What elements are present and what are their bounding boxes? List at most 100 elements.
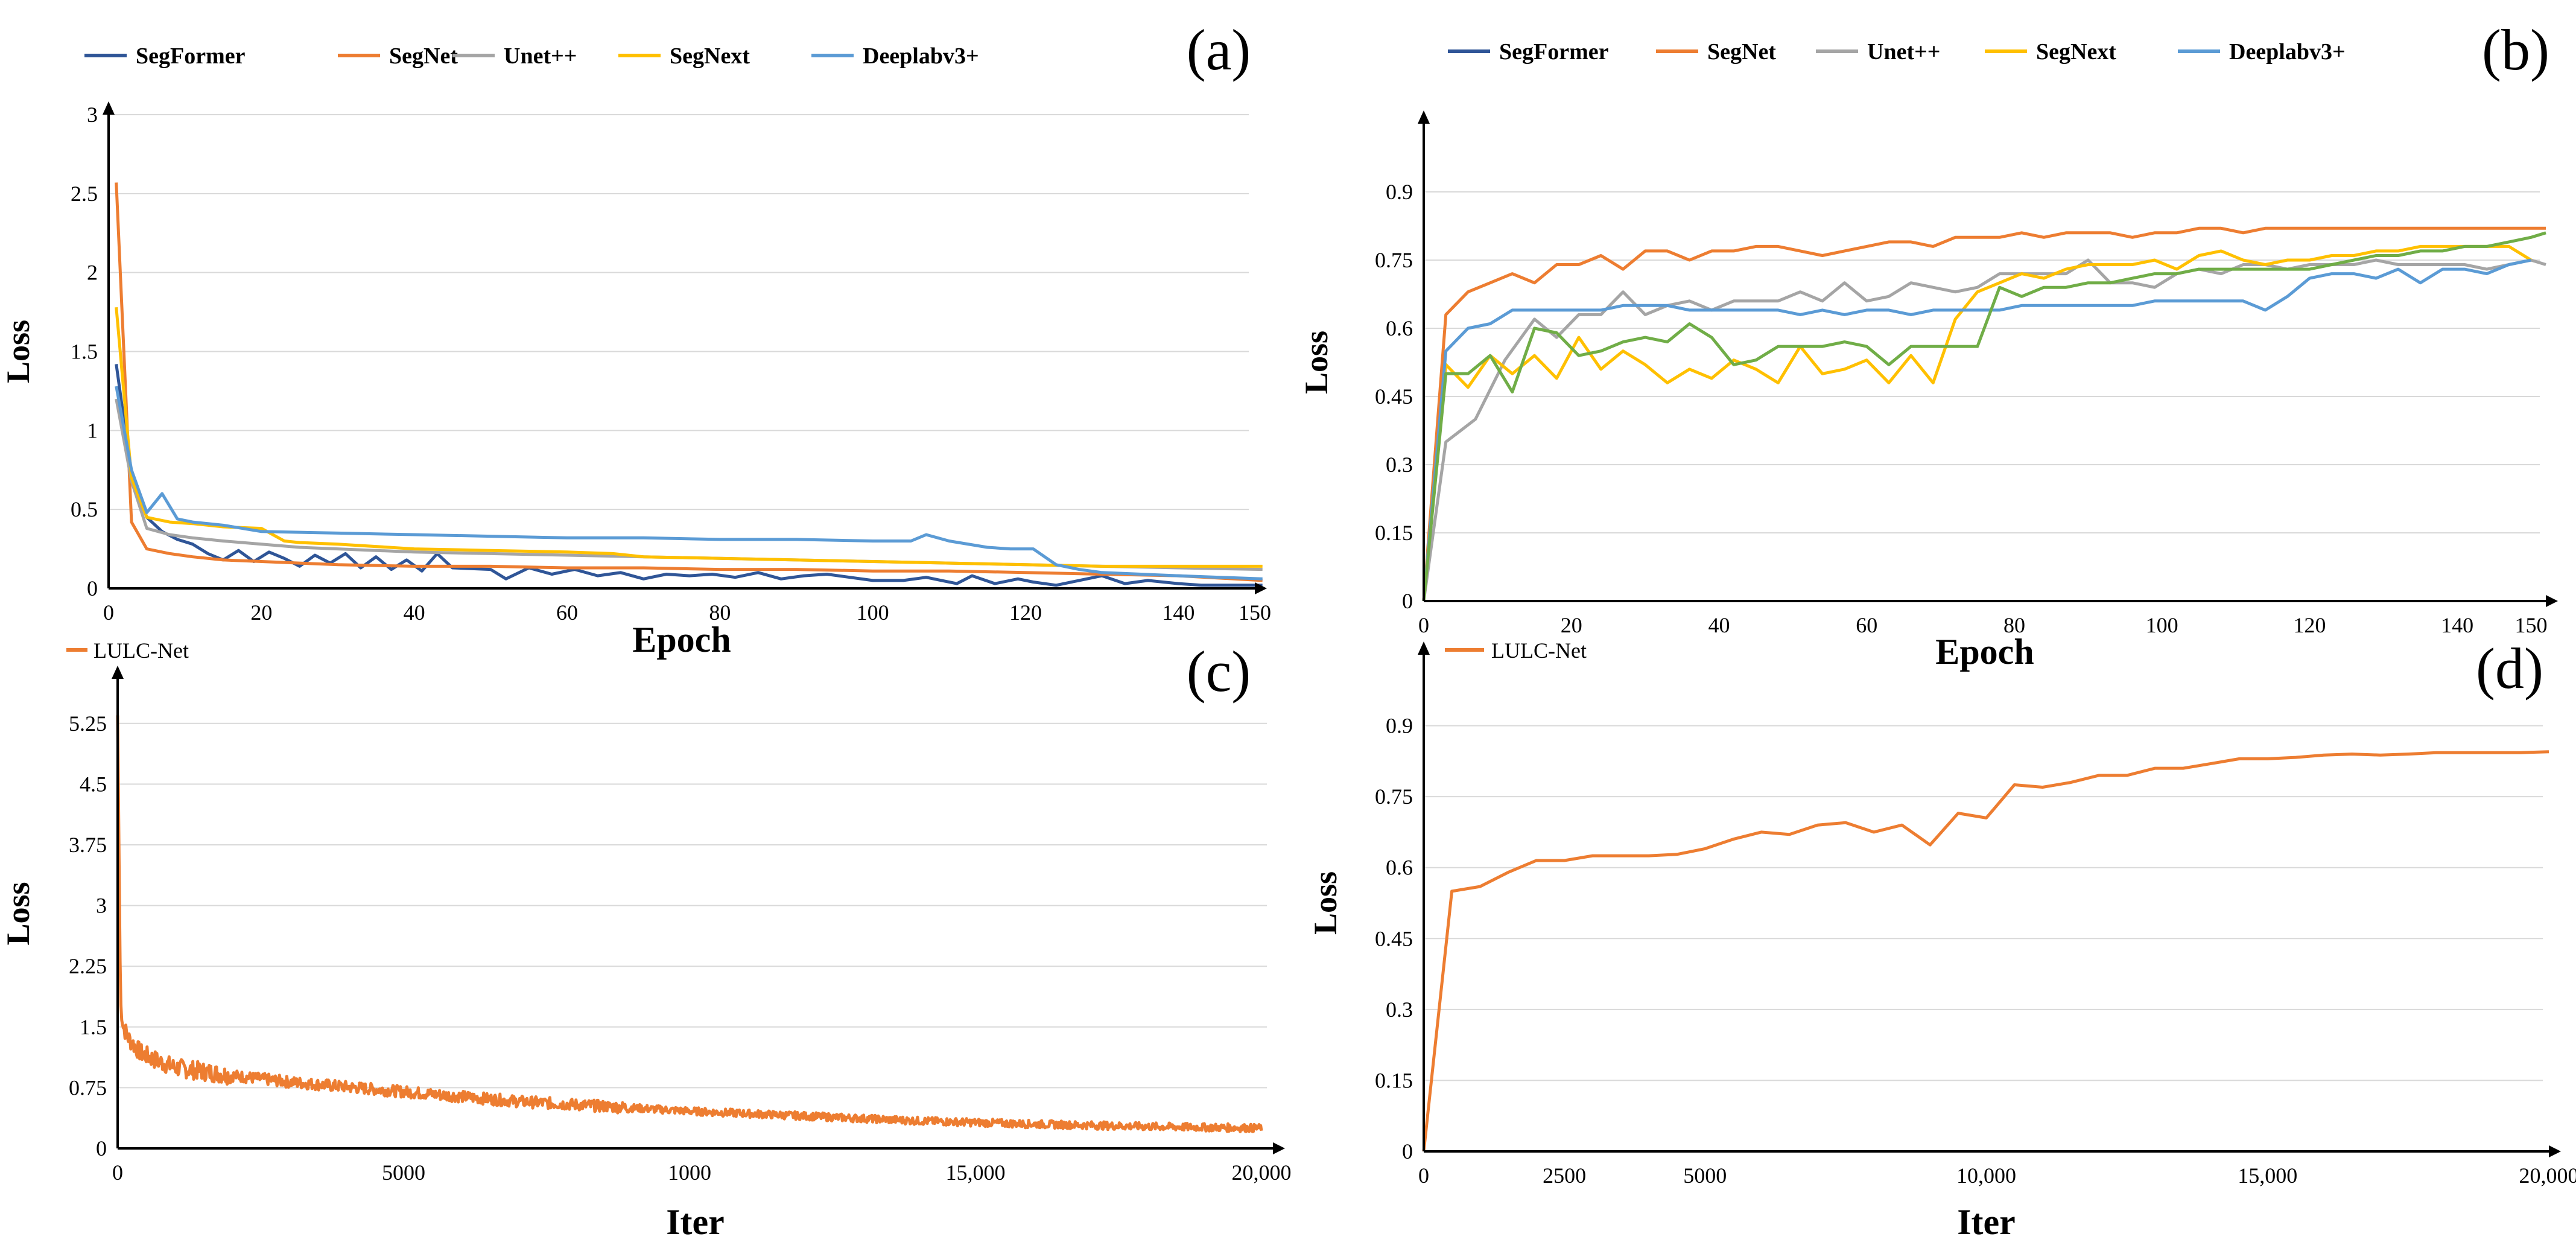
x-tick-label: 0 (1418, 1163, 1429, 1188)
x-axis-arrow (1273, 1142, 1285, 1154)
y-tick-label: 0.15 (1375, 1068, 1413, 1092)
y-tick-label: 0.6 (1386, 856, 1413, 880)
y-tick-label: 0 (1402, 589, 1413, 613)
y-tick-label: 0.15 (1375, 521, 1413, 545)
y-tick-label: 3 (96, 894, 107, 918)
x-tick-label: 150 (1239, 600, 1271, 625)
x-tick-label: 120 (2293, 613, 2326, 637)
x-tick-label: 1000 (668, 1160, 711, 1185)
y-tick-label: 0.75 (69, 1075, 107, 1099)
legend-label: Unet++ (504, 43, 577, 69)
y-tick-label: 0.9 (1386, 180, 1413, 204)
x-tick-label: 120 (1009, 600, 1042, 625)
x-tick-label: 140 (1162, 600, 1194, 625)
series-line-SegNext (115, 307, 1263, 568)
x-tick-label: 60 (1856, 613, 1877, 637)
x-axis-title: Iter (1957, 1202, 2016, 1242)
y-tick-label: 5.25 (69, 711, 107, 736)
series-line-SegNet (1422, 226, 2546, 602)
y-axis-title: Loss (0, 320, 36, 383)
x-tick-label: 40 (1708, 613, 1730, 637)
y-tick-label: 1.5 (80, 1015, 107, 1039)
series-line-SegFormer (1422, 231, 2546, 602)
y-tick-label: 2 (87, 261, 98, 285)
panel-b: 0 0.15 0.3 0.45 0.6 0.75 0.9 0 20 40 60 80 100 120 140… (1298, 18, 2558, 672)
series-line-SegNet (115, 182, 1263, 582)
x-tick-label: 0 (103, 600, 114, 625)
x-tick-label: 100 (857, 600, 889, 625)
series-line-SegNext (1422, 244, 2532, 602)
panel-label: (a) (1187, 18, 1251, 82)
x-tick-label: 10,000 (1956, 1163, 2016, 1188)
x-tick-label: 20,000 (1232, 1160, 1292, 1185)
y-tick-label: 1 (87, 418, 98, 442)
legend-label: SegNet (1707, 39, 1776, 65)
y-tick-label: 0.75 (1375, 784, 1413, 809)
y-axis-title: Loss (0, 882, 36, 945)
y-axis-arrow (1418, 110, 1430, 124)
series-line-Deeplabv3+ (1422, 258, 2532, 602)
y-tick-label: 2.5 (71, 182, 98, 206)
x-tick-label: 20 (250, 600, 272, 625)
legend-label: SegNext (670, 43, 750, 69)
y-tick-label: 0.45 (1375, 384, 1413, 409)
x-tick-label: 15,000 (2238, 1163, 2297, 1188)
y-tick-label: 0 (1402, 1139, 1413, 1163)
y-tick-label: 0.45 (1375, 926, 1413, 950)
x-axis-arrow (2549, 1145, 2561, 1157)
legend-label: SegNet (389, 43, 458, 69)
y-tick-label: 3 (87, 103, 98, 127)
x-tick-label: 5000 (1683, 1163, 1727, 1188)
x-tick-label: 5000 (382, 1160, 425, 1185)
x-tick-label: 20,000 (2519, 1163, 2576, 1188)
x-tick-label: 140 (2441, 613, 2473, 637)
legend-label: Unet++ (1867, 39, 1940, 65)
series-line-LULC-Net (116, 715, 1263, 1133)
y-axis-arrow (1418, 641, 1430, 655)
x-tick-label: 0 (1418, 613, 1429, 637)
x-axis-title: Epoch (1935, 632, 2034, 672)
x-tick-label: 100 (2146, 613, 2178, 637)
panel-c: 0 0.75 1.5 2.25 3 3.75 4.5 5.25 0 5000 1000 15,000 2… (0, 638, 1292, 1242)
legend-label: SegFormer (1499, 39, 1609, 65)
y-tick-label: 0.9 (1386, 714, 1413, 738)
legend-label: Deeplabv3+ (863, 43, 979, 69)
y-tick-label: 1.5 (71, 340, 98, 364)
y-tick-label: 0.3 (1386, 998, 1413, 1022)
legend-label: LULC-Net (1491, 638, 1587, 663)
panel-d: 0 0.15 0.3 0.45 0.6 0.75 0.9 0 2500 5000 10,000 15,… (1307, 636, 2576, 1242)
y-tick-label: 4.5 (80, 772, 107, 796)
y-tick-label: 3.75 (69, 833, 107, 857)
legend-label: Deeplabv3+ (2229, 39, 2346, 65)
series-line-SegFormer (115, 364, 1263, 587)
panel-label: (b) (2482, 18, 2549, 82)
y-tick-label: 0.3 (1386, 453, 1413, 477)
x-axis-arrow (2546, 595, 2558, 607)
y-axis-arrow (103, 101, 115, 115)
y-tick-label: 0.5 (71, 497, 98, 521)
x-tick-label: 15,000 (946, 1160, 1006, 1185)
series-line-Unet++ (1422, 258, 2546, 602)
x-tick-label: 40 (404, 600, 425, 625)
panel-label: (c) (1187, 639, 1251, 704)
x-tick-label: 60 (556, 600, 578, 625)
x-tick-label: 150 (2515, 613, 2548, 637)
x-tick-label: 80 (709, 600, 731, 625)
series-line-LULC-Net (1422, 750, 2549, 1152)
panel-label: (d) (2476, 636, 2543, 701)
x-axis-arrow (1255, 582, 1267, 594)
y-tick-label: 0 (96, 1136, 107, 1160)
y-axis-title: Loss (1298, 331, 1334, 394)
x-tick-label: 0 (112, 1160, 123, 1185)
x-axis-title: Epoch (632, 620, 731, 660)
y-axis-title: Loss (1307, 871, 1344, 935)
series-line-Deeplabv3+ (115, 386, 1263, 581)
y-tick-label: 0.75 (1375, 248, 1413, 272)
legend-label: SegFormer (136, 43, 246, 69)
x-tick-label: 80 (2003, 613, 2025, 637)
panel-a: 0 0.5 1 1.5 2 2.5 3 0 20 40 60 80 100 120 140 150 Epoch L… (0, 18, 1271, 660)
y-tick-label: 0.6 (1386, 316, 1413, 340)
y-tick-label: 2.25 (69, 954, 107, 978)
legend-label: LULC-Net (94, 638, 189, 663)
